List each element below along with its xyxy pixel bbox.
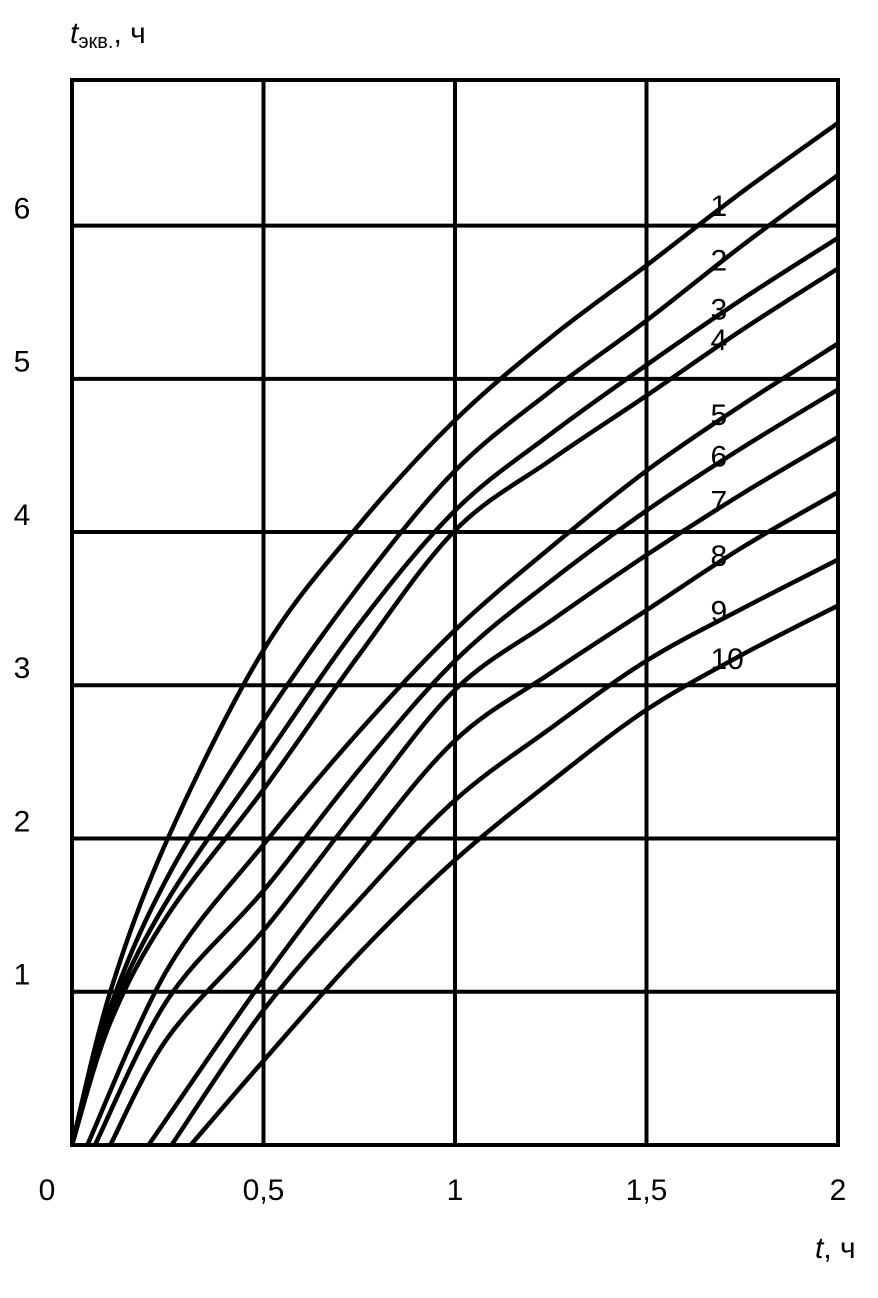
x-label-unit: , ч <box>823 1232 855 1265</box>
x-axis-label: t, ч <box>815 1232 856 1265</box>
y-label-symbol: t <box>70 17 80 50</box>
y-label-subscript: экв. <box>78 31 113 53</box>
y-tick-label: 4 <box>14 499 31 532</box>
line-curve <box>169 557 840 1147</box>
x-tick-label: 1 <box>447 1174 464 1207</box>
x-tick-label: 0 <box>39 1174 56 1207</box>
line-curve <box>92 387 840 1147</box>
curve-label: 10 <box>710 643 743 676</box>
y-axis-label: tэкв., ч <box>70 17 146 53</box>
curve-label: 4 <box>710 324 727 357</box>
line-curve <box>69 266 840 1146</box>
line-curve <box>69 121 840 1146</box>
line-curve <box>108 435 840 1147</box>
x-tick-label: 0,5 <box>243 1174 285 1207</box>
line-curve <box>189 603 840 1147</box>
y-tick-label: 2 <box>14 805 31 838</box>
y-label-unit: , ч <box>113 17 145 50</box>
curve-label: 1 <box>710 190 727 223</box>
curve-label: 8 <box>710 540 727 573</box>
y-tick-label: 6 <box>14 192 31 225</box>
curve-label: 5 <box>710 399 727 432</box>
x-tick-label: 1,5 <box>626 1174 668 1207</box>
line-curve <box>69 173 840 1146</box>
x-tick-label: 2 <box>830 1174 847 1207</box>
curve-label: 2 <box>710 244 727 277</box>
line-curve <box>85 341 840 1146</box>
line-curve <box>146 490 840 1147</box>
y-tick-label: 1 <box>14 959 31 992</box>
curve-label: 3 <box>710 293 727 326</box>
curve-label: 9 <box>710 596 727 629</box>
y-tick-label: 5 <box>14 346 31 379</box>
line-curve <box>69 235 840 1146</box>
y-tick-label: 3 <box>14 652 31 685</box>
curve-label: 7 <box>710 486 727 519</box>
curve-label: 6 <box>710 440 727 473</box>
x-label-symbol: t <box>815 1232 825 1265</box>
